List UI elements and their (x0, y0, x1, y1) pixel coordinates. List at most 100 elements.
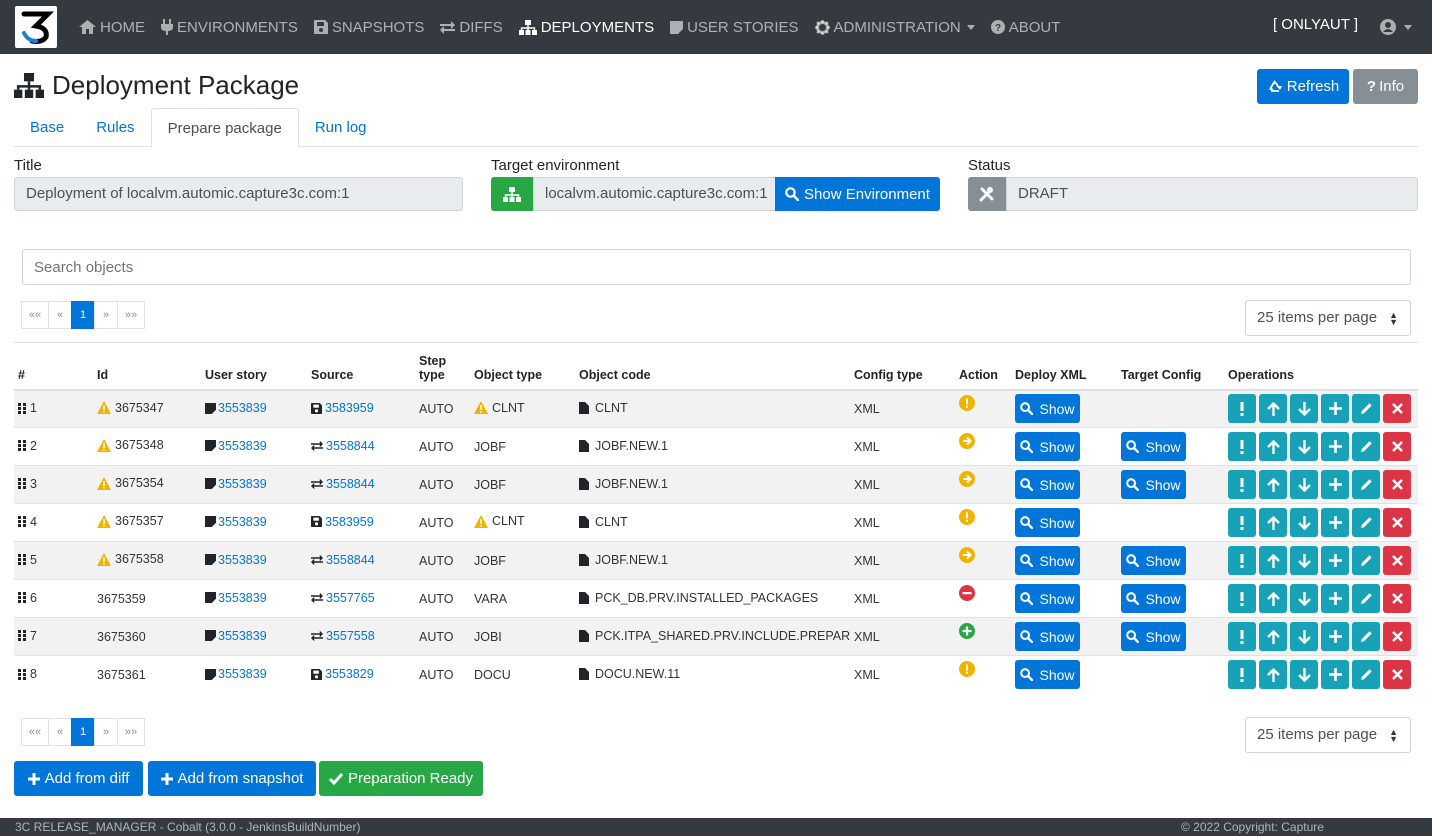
table-row[interactable]: 2 3675348 3553839 3558844 AUTO JOBF JOBF.NEW.1… (14, 427, 1418, 466)
status-field[interactable]: DRAFT (1006, 177, 1418, 211)
col-user-story[interactable]: User story (201, 342, 307, 391)
target-config-show-button[interactable]: Show (1121, 470, 1186, 499)
add-button[interactable] (1321, 394, 1349, 424)
deploy-xml-show-button[interactable]: Show (1015, 394, 1080, 424)
nav-deployments[interactable]: DEPLOYMENTS (518, 19, 654, 36)
col-config-type[interactable]: Config type (850, 342, 955, 391)
deploy-xml-show-button[interactable]: Show (1015, 660, 1080, 690)
source-link[interactable]: 3557558 (326, 628, 375, 643)
delete-button[interactable] (1383, 622, 1411, 651)
user-story-link[interactable]: 3553839 (218, 514, 267, 529)
edit-button[interactable] (1352, 622, 1380, 651)
move-down-button[interactable] (1290, 432, 1318, 461)
deploy-xml-show-button[interactable]: Show (1015, 584, 1080, 613)
source-link[interactable]: 3558844 (326, 476, 375, 491)
table-row[interactable]: 5 3675358 3553839 3558844 AUTO JOBF JOBF.NEW.1… (14, 541, 1418, 580)
page-prev[interactable]: « (48, 718, 72, 746)
show-environment-button[interactable]: Show Environment (775, 177, 940, 211)
drag-handle-icon[interactable] (18, 440, 26, 452)
nav-snapshots[interactable]: SNAPSHOTS (313, 19, 424, 36)
col-source[interactable]: Source (307, 342, 415, 391)
target-config-show-button[interactable]: Show (1121, 432, 1186, 461)
edit-button[interactable] (1352, 432, 1380, 461)
table-row[interactable]: 3 3675354 3553839 3558844 AUTO JOBF JOBF.NEW.1… (14, 465, 1418, 504)
deploy-xml-show-button[interactable]: Show (1015, 622, 1080, 651)
add-button[interactable] (1321, 660, 1349, 690)
priority-button[interactable] (1228, 622, 1256, 651)
col-step-type[interactable]: Step type (415, 342, 470, 391)
user-story-link[interactable]: 3553839 (218, 552, 267, 567)
delete-button[interactable] (1383, 394, 1411, 424)
add-from-snapshot-button[interactable]: Add from snapshot (148, 761, 316, 796)
table-row[interactable]: 1 3675347 3553839 3583959 AUTO CLNT CLNT XML Sho… (14, 389, 1418, 428)
user-story-link[interactable]: 3553839 (218, 590, 267, 605)
user-story-link[interactable]: 3553839 (218, 401, 267, 415)
page-current[interactable]: 1 (71, 301, 95, 329)
tab-run-log[interactable]: Run log (314, 119, 367, 136)
user-story-link[interactable]: 3553839 (218, 438, 267, 453)
edit-button[interactable] (1352, 508, 1380, 537)
deploy-xml-show-button[interactable]: Show (1015, 470, 1080, 499)
page-last[interactable]: »» (117, 301, 145, 329)
table-row[interactable]: 8 3675361 3553839 3553829 AUTO DOCU DOCU.NEW.1… (14, 655, 1418, 694)
move-up-button[interactable] (1259, 546, 1287, 575)
tab-base[interactable]: Base (30, 119, 65, 136)
move-up-button[interactable] (1259, 470, 1287, 499)
page-current[interactable]: 1 (71, 718, 95, 746)
source-link[interactable]: 3583959 (325, 401, 374, 415)
user-menu[interactable] (1380, 19, 1412, 35)
col-deploy-xml[interactable]: Deploy XML (1011, 342, 1117, 391)
user-story-link[interactable]: 3553839 (218, 476, 267, 491)
add-button[interactable] (1321, 584, 1349, 613)
edit-button[interactable] (1352, 546, 1380, 575)
priority-button[interactable] (1228, 546, 1256, 575)
col-operations[interactable]: Operations (1224, 342, 1418, 391)
nav-environments[interactable]: ENVIRONMENTS (161, 19, 298, 36)
deploy-xml-show-button[interactable]: Show (1015, 546, 1080, 575)
source-link[interactable]: 3583959 (325, 514, 374, 529)
delete-button[interactable] (1383, 470, 1411, 499)
tab-prepare-package[interactable]: Prepare package (150, 108, 299, 148)
nav-administration[interactable]: ADMINISTRATION (814, 19, 975, 36)
edit-button[interactable] (1352, 584, 1380, 613)
target-environment-field[interactable]: localvm.automic.capture3c.com:1 (533, 177, 776, 211)
col-object-type[interactable]: Object type (470, 342, 575, 391)
target-config-show-button[interactable]: Show (1121, 584, 1186, 613)
move-up-button[interactable] (1259, 394, 1287, 424)
refresh-button[interactable]: Refresh (1257, 69, 1349, 104)
table-row[interactable]: 7 3675360 3553839 3557558 AUTO JOBI PCK.ITPA_S… (14, 617, 1418, 656)
user-story-link[interactable]: 3553839 (218, 628, 267, 643)
move-down-button[interactable] (1290, 394, 1318, 424)
page-next[interactable]: » (94, 718, 118, 746)
drag-handle-icon[interactable] (18, 592, 26, 604)
drag-handle-icon[interactable] (18, 668, 26, 680)
table-row[interactable]: 6 3675359 3553839 3557765 AUTO VARA PCK_DB.PRV… (14, 579, 1418, 618)
search-objects-input[interactable] (22, 249, 1411, 285)
target-config-show-button[interactable]: Show (1121, 622, 1186, 651)
table-row[interactable]: 4 3675357 3553839 3583959 AUTO CLNT CLNT XML Sho… (14, 503, 1418, 542)
col-action[interactable]: Action (955, 342, 1011, 391)
move-down-button[interactable] (1290, 584, 1318, 613)
app-logo[interactable] (15, 6, 57, 48)
deploy-xml-show-button[interactable]: Show (1015, 508, 1080, 537)
nav-diffs[interactable]: DIFFS (440, 19, 503, 36)
page-first[interactable]: «« (21, 301, 49, 329)
col-target-config[interactable]: Target Config (1117, 342, 1224, 391)
delete-button[interactable] (1383, 584, 1411, 613)
add-button[interactable] (1321, 432, 1349, 461)
tab-rules[interactable]: Rules (96, 119, 135, 136)
move-up-button[interactable] (1259, 622, 1287, 651)
items-per-page-select[interactable]: 25 items per page ▲ ▼ (1245, 300, 1411, 336)
page-last[interactable]: »» (117, 718, 145, 746)
info-button[interactable]: ? Info (1353, 69, 1418, 104)
source-link[interactable]: 3557765 (326, 590, 375, 605)
col-id[interactable]: Id (93, 342, 201, 391)
priority-button[interactable] (1228, 432, 1256, 461)
edit-button[interactable] (1352, 470, 1380, 499)
user-story-link[interactable]: 3553839 (218, 667, 267, 681)
move-down-button[interactable] (1290, 546, 1318, 575)
items-per-page-select[interactable]: 25 items per page ▲ ▼ (1245, 717, 1411, 753)
preparation-ready-button[interactable]: Preparation Ready (319, 761, 483, 796)
deploy-xml-show-button[interactable]: Show (1015, 432, 1080, 461)
delete-button[interactable] (1383, 546, 1411, 575)
